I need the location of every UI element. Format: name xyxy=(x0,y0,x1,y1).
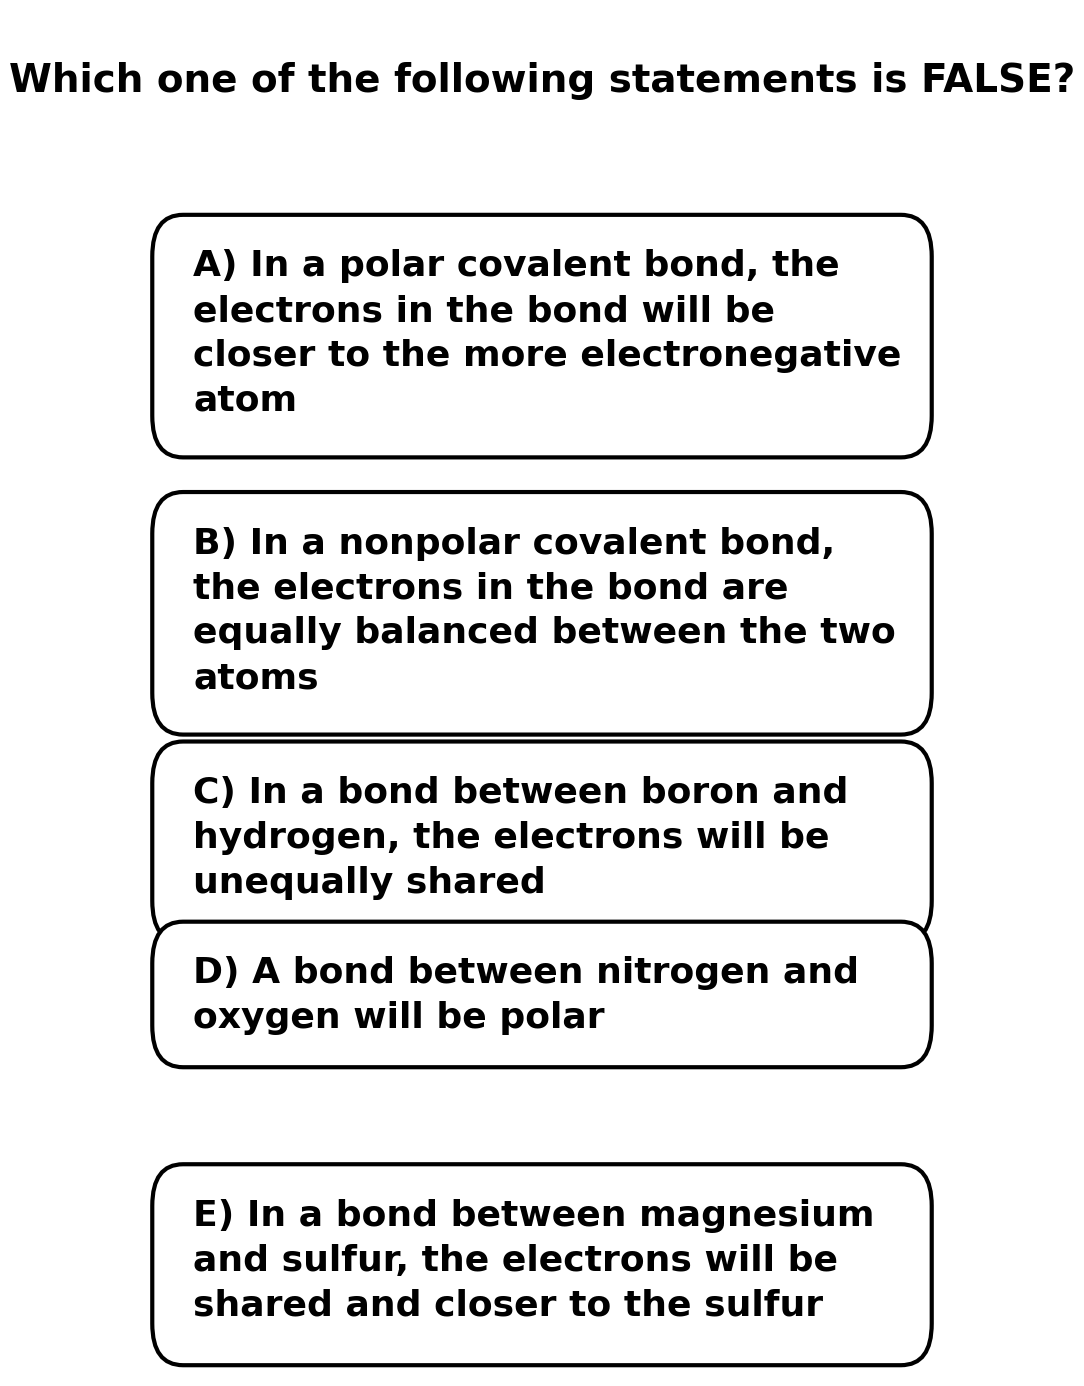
Text: E) In a bond between magnesium
and sulfur, the electrons will be
shared and clos: E) In a bond between magnesium and sulfu… xyxy=(193,1199,875,1322)
Text: B) In a nonpolar covalent bond,
the electrons in the bond are
equally balanced b: B) In a nonpolar covalent bond, the elec… xyxy=(193,527,896,696)
FancyBboxPatch shape xyxy=(152,492,932,735)
Text: A) In a polar covalent bond, the
electrons in the bond will be
closer to the mor: A) In a polar covalent bond, the electro… xyxy=(193,249,902,419)
FancyBboxPatch shape xyxy=(152,922,932,1067)
Text: D) A bond between nitrogen and
oxygen will be polar: D) A bond between nitrogen and oxygen wi… xyxy=(193,956,860,1035)
FancyBboxPatch shape xyxy=(152,742,932,942)
FancyBboxPatch shape xyxy=(152,215,932,457)
FancyBboxPatch shape xyxy=(152,1164,932,1365)
Text: Which one of the following statements is FALSE?: Which one of the following statements is… xyxy=(9,62,1075,100)
Text: C) In a bond between boron and
hydrogen, the electrons will be
unequally shared: C) In a bond between boron and hydrogen,… xyxy=(193,776,849,900)
